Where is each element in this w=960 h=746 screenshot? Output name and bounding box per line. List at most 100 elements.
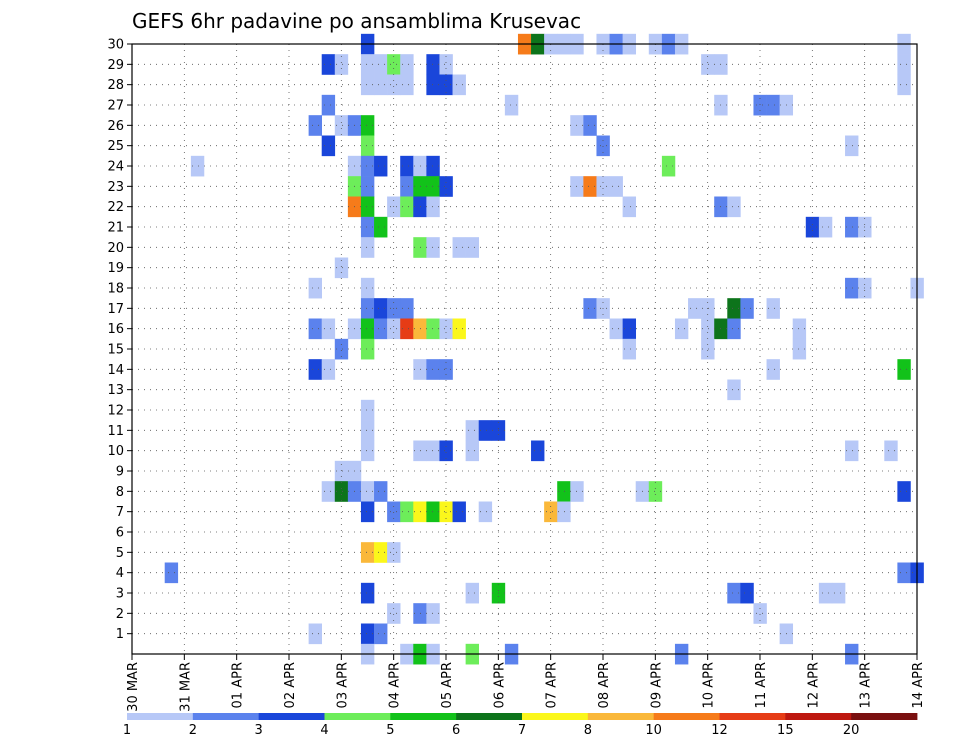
heatmap-cell bbox=[400, 318, 414, 340]
heatmap-cell bbox=[360, 277, 375, 299]
legend-swatch bbox=[851, 713, 918, 720]
heatmap-cell bbox=[452, 318, 466, 340]
x-axis: 30 MAR 31 MAR 01 APR 02 APR 03 APR 04 APR 05 A… bbox=[126, 654, 926, 712]
heatmap-cell bbox=[792, 338, 807, 360]
legend-label: 20 bbox=[843, 723, 860, 738]
heatmap-cell bbox=[413, 176, 427, 197]
x-tick-label: 02 APR bbox=[283, 662, 298, 708]
heatmap-cell bbox=[753, 603, 767, 624]
heatmap-cell bbox=[596, 176, 610, 197]
heatmap-cell bbox=[374, 623, 388, 645]
heatmap-cell bbox=[701, 54, 715, 75]
heatmap-cell bbox=[845, 440, 859, 462]
legend-swatch bbox=[785, 713, 852, 720]
heatmap-cell bbox=[831, 582, 846, 604]
y-tick-label: 6 bbox=[116, 526, 124, 541]
heatmap-cell bbox=[360, 623, 375, 645]
heatmap-cell bbox=[439, 501, 453, 523]
heatmap-cell bbox=[727, 379, 741, 401]
heatmap-cell bbox=[360, 318, 375, 340]
heatmap-cell bbox=[360, 54, 375, 75]
heatmap-cell bbox=[426, 196, 440, 218]
heatmap-cell bbox=[321, 54, 336, 75]
heatmap-cell bbox=[845, 277, 859, 299]
y-tick-label: 5 bbox=[116, 546, 124, 561]
y-tick-label: 24 bbox=[107, 160, 124, 175]
heatmap-cell bbox=[426, 603, 440, 624]
legend-swatch bbox=[324, 713, 391, 720]
heatmap-cell bbox=[387, 501, 401, 523]
heatmap-cell bbox=[478, 420, 493, 441]
y-tick-label: 20 bbox=[107, 241, 124, 256]
heatmap-cell bbox=[360, 237, 375, 258]
y-tick-label: 2 bbox=[116, 607, 124, 622]
heatmap-cell bbox=[321, 318, 336, 340]
legend-label: 2 bbox=[189, 723, 197, 738]
heatmap-cell bbox=[544, 501, 558, 523]
heatmap-cell bbox=[818, 582, 833, 604]
heatmap-cell bbox=[374, 542, 388, 563]
heatmap-cell bbox=[727, 318, 741, 340]
heatmap-cell bbox=[452, 74, 466, 96]
heatmap-cell bbox=[334, 54, 349, 75]
heatmap-cell bbox=[792, 318, 807, 340]
legend-label: 12 bbox=[711, 723, 728, 738]
x-tick-label: 09 APR bbox=[649, 662, 664, 708]
heatmap-cell bbox=[583, 298, 597, 319]
heatmap-cell bbox=[648, 481, 663, 502]
x-tick-label: 07 APR bbox=[545, 662, 560, 708]
y-tick-label: 10 bbox=[107, 444, 124, 459]
heatmap-cell bbox=[360, 338, 375, 360]
heatmap-cell bbox=[374, 481, 388, 502]
y-tick-label: 15 bbox=[107, 343, 124, 358]
heatmap-cell bbox=[413, 318, 427, 340]
heatmap-cell bbox=[374, 54, 388, 75]
heatmap-cell bbox=[766, 359, 780, 380]
heatmap-cell bbox=[413, 440, 427, 462]
x-tick-label: 08 APR bbox=[597, 662, 612, 708]
heatmap-cell bbox=[818, 216, 833, 238]
y-tick-label: 13 bbox=[107, 383, 124, 398]
heatmap-cell bbox=[583, 176, 597, 197]
heatmap-cell bbox=[452, 501, 466, 523]
heatmap-cell bbox=[360, 115, 375, 136]
heatmap-cell bbox=[426, 440, 440, 462]
heatmap-cell bbox=[360, 501, 375, 523]
legend-label: 7 bbox=[518, 723, 526, 738]
heatmap-cell bbox=[439, 318, 453, 340]
heatmap-cell bbox=[465, 237, 480, 258]
heatmap-cell bbox=[766, 94, 780, 116]
heatmap-cell bbox=[413, 501, 427, 523]
x-tick-label: 01 APR bbox=[231, 662, 246, 708]
y-tick-label: 14 bbox=[107, 363, 124, 378]
heatmap-cell bbox=[400, 298, 414, 319]
legend-label: 10 bbox=[645, 723, 662, 738]
heatmap-cell bbox=[701, 338, 715, 360]
heatmap-cells bbox=[164, 33, 924, 665]
heatmap-cell bbox=[360, 420, 375, 441]
grid-lines bbox=[132, 44, 917, 654]
x-tick-label: 06 APR bbox=[492, 662, 507, 708]
heatmap-cell bbox=[897, 359, 911, 380]
legend-swatch bbox=[587, 713, 655, 720]
heatmap-cell bbox=[740, 298, 754, 319]
legend-swatch bbox=[456, 713, 523, 720]
x-tick-label: 31 MAR bbox=[178, 662, 193, 712]
heatmap-cell bbox=[360, 176, 375, 197]
chart-title: GEFS 6hr padavine po ansamblima Krusevac bbox=[132, 9, 581, 33]
heatmap-cell bbox=[360, 399, 375, 421]
heatmap-cell bbox=[609, 176, 623, 197]
heatmap-cell bbox=[308, 277, 322, 299]
heatmap-cell bbox=[308, 623, 322, 645]
heatmap-cell bbox=[465, 420, 480, 441]
x-tick-label: 30 MAR bbox=[126, 662, 141, 712]
heatmap-cell bbox=[426, 54, 440, 75]
heatmap-cell bbox=[740, 582, 754, 604]
y-tick-label: 12 bbox=[107, 404, 124, 419]
y-tick-label: 19 bbox=[107, 261, 124, 276]
color-legend: 1 2 3 4 5 6 7 8 10 12 15 20 bbox=[123, 713, 918, 738]
heatmap-cell bbox=[413, 155, 427, 177]
y-tick-label: 29 bbox=[107, 58, 124, 73]
y-tick-label: 17 bbox=[107, 302, 124, 317]
legend-swatch bbox=[522, 713, 589, 720]
